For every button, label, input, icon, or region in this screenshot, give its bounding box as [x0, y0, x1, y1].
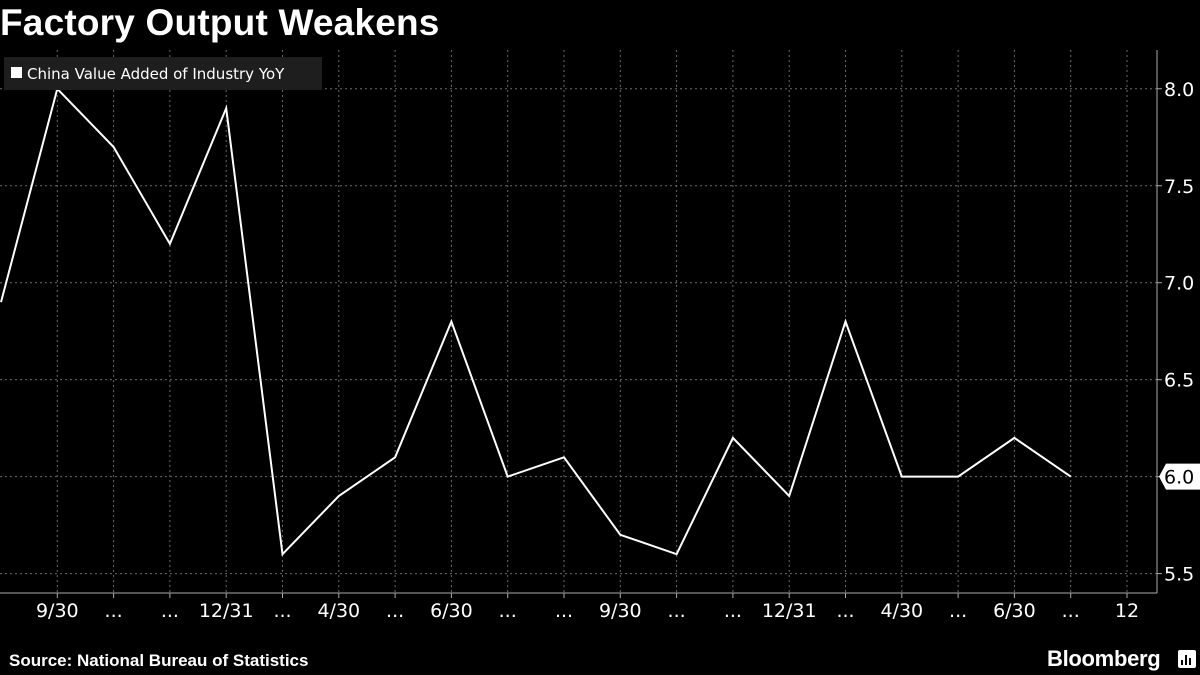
x-tick-label: ...: [499, 600, 517, 622]
x-tick-label: 6/30: [993, 600, 1036, 622]
x-tick-label: ...: [836, 600, 854, 622]
x-tick-label: 4/30: [880, 600, 923, 622]
y-axis: 5.5 6.5 7.0 7.5 8.0: [1157, 79, 1194, 586]
last-value-tag: [1159, 463, 1200, 490]
y-tick-label: 7.0: [1164, 273, 1194, 295]
x-tick-label: 9/30: [36, 600, 79, 622]
x-tick-label: ...: [555, 600, 573, 622]
x-tick-label: ...: [668, 600, 686, 622]
y-tick-label: 7.5: [1164, 176, 1194, 198]
legend-label: China Value Added of Industry YoY: [27, 65, 285, 83]
x-tick-label: ...: [161, 600, 179, 622]
x-tick-label: 12: [1115, 600, 1139, 622]
x-tick-label: ...: [1062, 600, 1080, 622]
chart-title: Factory Output Weakens: [0, 2, 440, 43]
x-tick-label: 12/31: [199, 600, 254, 622]
x-tick-label: ...: [386, 600, 404, 622]
x-tick-label: 12/31: [762, 600, 817, 622]
last-value-label: 6.0: [1164, 467, 1194, 489]
x-tick-label: ...: [724, 600, 742, 622]
x-tick-label: 4/30: [317, 600, 360, 622]
x-tick-label: 9/30: [599, 600, 642, 622]
legend-swatch: [11, 67, 22, 78]
brand-logo: Bloomberg: [1047, 646, 1161, 671]
y-tick-label: 6.5: [1164, 370, 1194, 392]
x-axis: 9/30...... 12/31... 4/30... 6/30...... 9/30.…: [36, 593, 1139, 622]
last-value-marker: 6.0: [1159, 463, 1200, 490]
legend: China Value Added of Industry YoY: [4, 57, 322, 90]
bloomberg-terminal-icon: [1178, 650, 1196, 668]
source-note: Source: National Bureau of Statistics: [9, 651, 309, 670]
x-tick-label: ...: [105, 600, 123, 622]
x-tick-label: ...: [273, 600, 291, 622]
grid: [0, 50, 1157, 593]
y-tick-label: 8.0: [1164, 79, 1194, 101]
series-line-layer: [0, 86, 1072, 557]
x-tick-label: ...: [949, 600, 967, 622]
x-tick-label: 6/30: [430, 600, 473, 622]
y-tick-label: 5.5: [1164, 564, 1194, 586]
series-line: [0, 86, 1072, 557]
legend-box: [4, 57, 322, 90]
